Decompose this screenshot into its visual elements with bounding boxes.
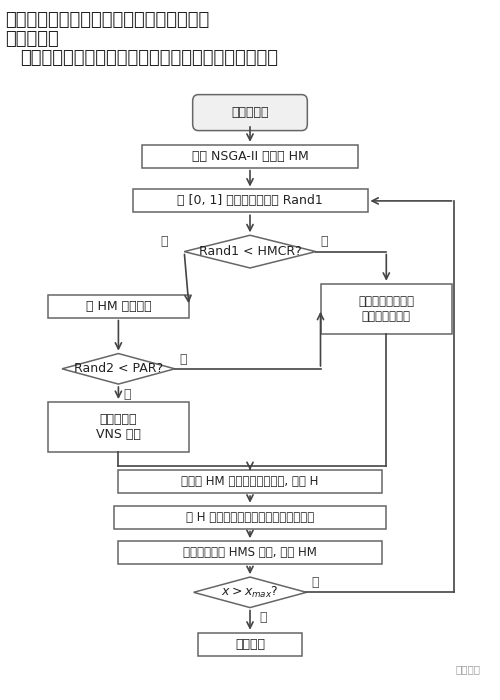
Text: 在 HM 内选择解: 在 HM 内选择解 bbox=[86, 300, 151, 313]
Text: 否: 否 bbox=[180, 353, 187, 365]
Bar bbox=[142, 145, 358, 168]
Bar bbox=[118, 541, 382, 564]
Text: 战策略全解: 战策略全解 bbox=[5, 30, 59, 48]
Text: Rand2 < PAR?: Rand2 < PAR? bbox=[74, 363, 163, 375]
Text: 是: 是 bbox=[260, 611, 267, 624]
Text: 帕斯卡契约理智系统深度解析机制作用与实战策略全解: 帕斯卡契约理智系统深度解析机制作用与实战策略全解 bbox=[20, 49, 278, 66]
FancyBboxPatch shape bbox=[192, 94, 308, 131]
Text: 在 [0, 1] 范围产生随机数 Rand1: 在 [0, 1] 范围产生随机数 Rand1 bbox=[177, 195, 323, 207]
Text: 对新解进行
VNS 扰动: 对新解进行 VNS 扰动 bbox=[96, 413, 141, 441]
Text: 否: 否 bbox=[311, 576, 318, 589]
Bar bbox=[198, 633, 302, 656]
Bar bbox=[114, 505, 386, 528]
Text: 土游戏网: 土游戏网 bbox=[456, 664, 480, 674]
Text: 解的变量在允许的
范围内随机产生: 解的变量在允许的 范围内随机产生 bbox=[358, 295, 414, 323]
Bar bbox=[48, 402, 189, 452]
Text: 是: 是 bbox=[160, 235, 168, 248]
Bar bbox=[320, 284, 452, 334]
Text: $x > x_{max}$?: $x > x_{max}$? bbox=[221, 584, 279, 600]
Text: 否: 否 bbox=[320, 235, 328, 248]
Bar bbox=[132, 190, 368, 212]
Bar bbox=[48, 295, 189, 318]
Polygon shape bbox=[194, 577, 306, 608]
Text: 是: 是 bbox=[123, 389, 130, 402]
Bar bbox=[118, 470, 382, 493]
Polygon shape bbox=[184, 235, 316, 268]
Text: 对 H 进行快速非支配排序、拥挤度计算: 对 H 进行快速非支配排序、拥挤度计算 bbox=[186, 510, 314, 524]
Polygon shape bbox=[62, 354, 175, 384]
Text: 帕斯卡契约理智系统深度解析机制作用与实: 帕斯卡契约理智系统深度解析机制作用与实 bbox=[5, 10, 209, 29]
Text: 输出结果: 输出结果 bbox=[235, 638, 265, 650]
Text: 精英选择最优 HMS 个解, 更新 HM: 精英选择最优 HMS 个解, 更新 HM bbox=[183, 546, 317, 559]
Text: 利用 NSGA-II 初始化 HM: 利用 NSGA-II 初始化 HM bbox=[192, 150, 308, 162]
Text: 参数初始化: 参数初始化 bbox=[231, 106, 269, 119]
Text: 将初始 HM 与新产生的解合并, 记为 H: 将初始 HM 与新产生的解合并, 记为 H bbox=[182, 475, 318, 488]
Text: Rand1 < HMCR?: Rand1 < HMCR? bbox=[198, 245, 302, 258]
